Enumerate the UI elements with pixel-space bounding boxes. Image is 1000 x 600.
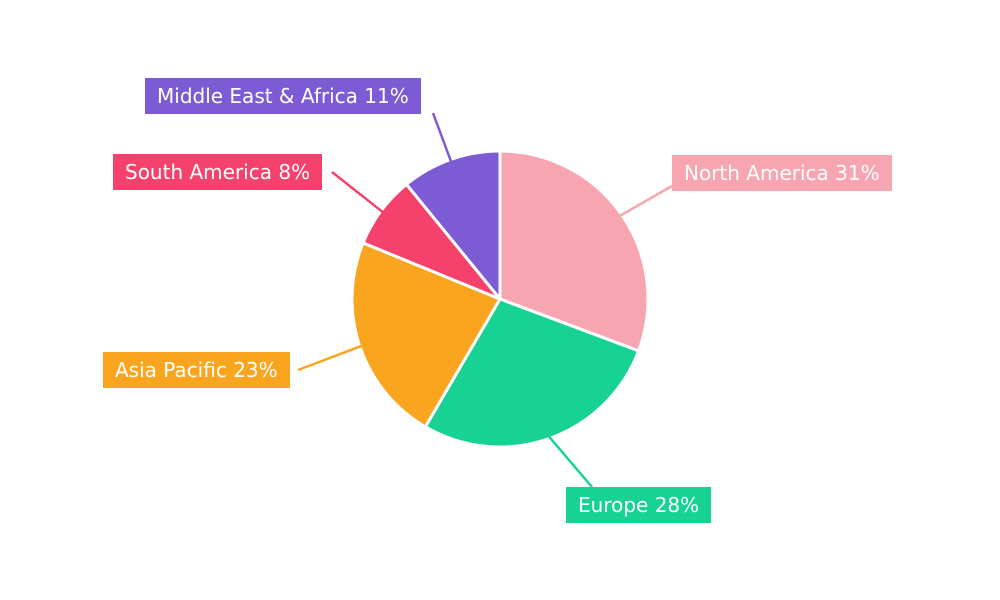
leader-line-europe	[548, 435, 593, 488]
leader-line-middle-east-africa	[431, 112, 453, 162]
slice-label-south-america: South America 8%	[113, 154, 323, 190]
slice-label-asia-pacific: Asia Pacific 23%	[103, 352, 290, 388]
leader-line-south-america	[331, 171, 384, 214]
slice-label-middle-east-africa: Middle East & Africa 11%	[145, 78, 421, 114]
leader-line-north-america	[619, 184, 673, 217]
slice-label-north-america: North America 31%	[672, 155, 892, 191]
slice-label-europe: Europe 28%	[566, 487, 712, 523]
leader-line-asia-pacific	[297, 344, 363, 372]
